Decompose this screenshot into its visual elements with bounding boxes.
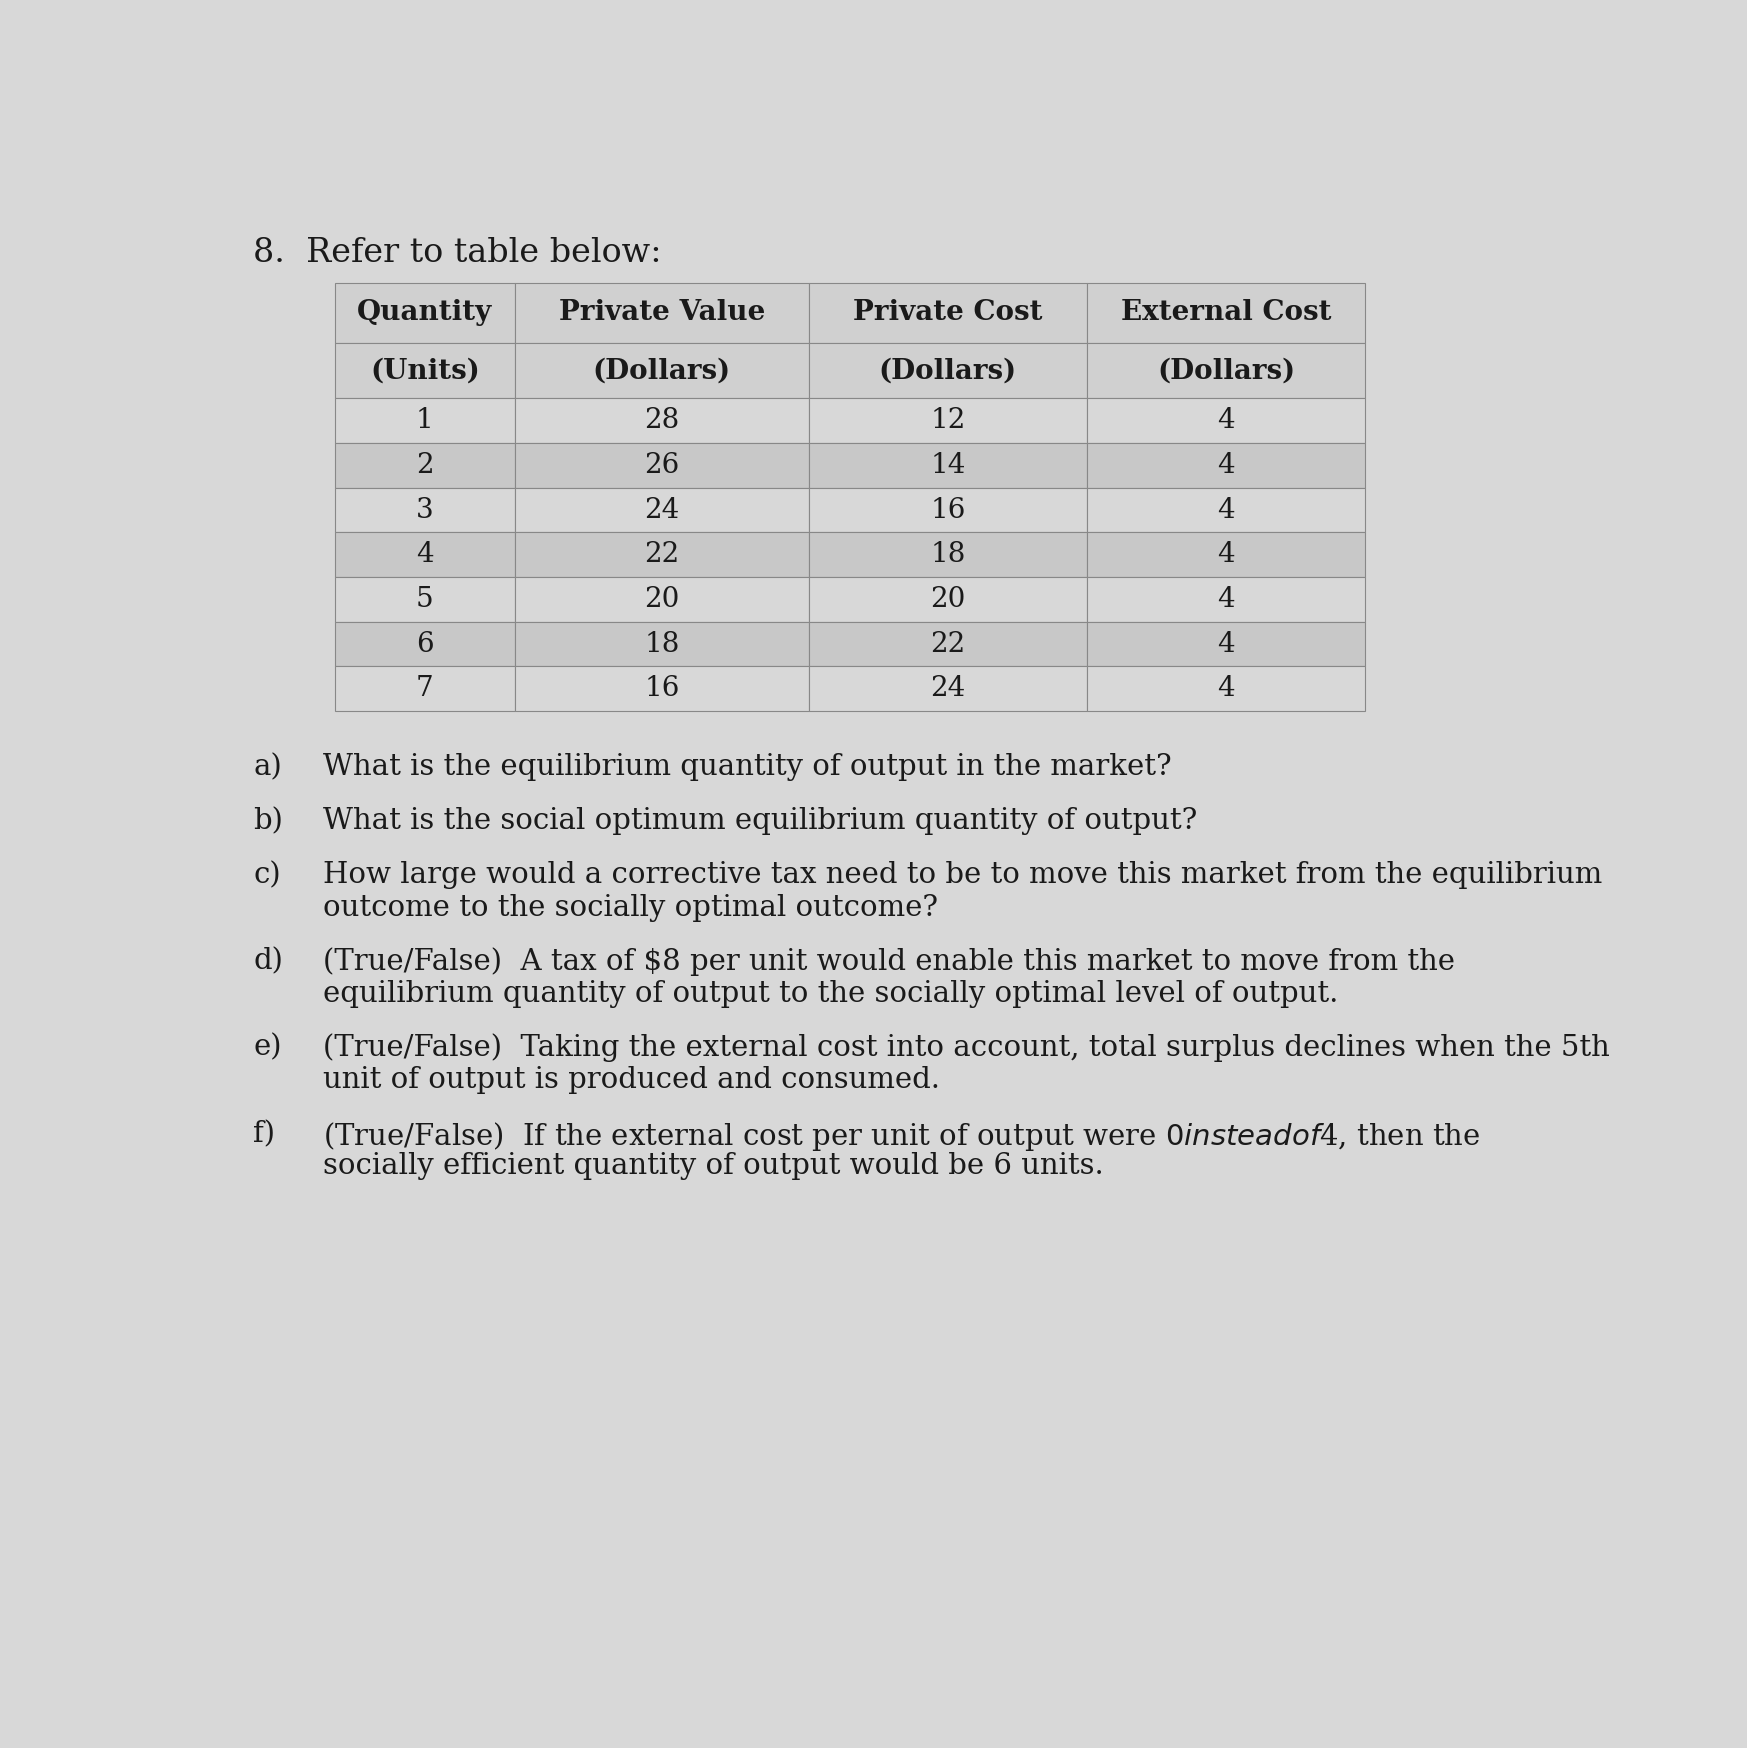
- Bar: [515, 577, 809, 622]
- Text: 14: 14: [929, 453, 966, 479]
- Bar: [1087, 622, 1366, 666]
- Text: Private Cost: Private Cost: [853, 299, 1043, 327]
- Bar: [335, 622, 515, 666]
- Text: a): a): [253, 753, 281, 781]
- Bar: [515, 666, 809, 711]
- Bar: [809, 577, 1087, 622]
- Bar: [809, 622, 1087, 666]
- Text: (True/False)  If the external cost per unit of output were $0 instead of $4, the: (True/False) If the external cost per un…: [323, 1120, 1480, 1154]
- Text: (True/False)  Taking the external cost into account, total surplus declines when: (True/False) Taking the external cost in…: [323, 1033, 1609, 1063]
- Bar: [335, 343, 515, 399]
- Text: (Dollars): (Dollars): [592, 357, 730, 385]
- Text: socially efficient quantity of output would be 6 units.: socially efficient quantity of output wo…: [323, 1152, 1104, 1180]
- Text: b): b): [253, 808, 283, 836]
- Bar: [335, 442, 515, 488]
- Bar: [335, 666, 515, 711]
- Bar: [809, 442, 1087, 488]
- Text: 24: 24: [931, 675, 966, 703]
- Text: 18: 18: [645, 631, 680, 657]
- Bar: [1087, 442, 1366, 488]
- Text: 18: 18: [929, 542, 966, 568]
- Text: 4: 4: [1218, 631, 1235, 657]
- Text: 16: 16: [645, 675, 680, 703]
- Text: 20: 20: [645, 586, 680, 614]
- Text: 4: 4: [1218, 586, 1235, 614]
- Text: 6: 6: [416, 631, 433, 657]
- Bar: [335, 488, 515, 533]
- Bar: [515, 399, 809, 442]
- Text: 22: 22: [931, 631, 966, 657]
- Text: 1: 1: [416, 407, 433, 434]
- Bar: [335, 577, 515, 622]
- Bar: [335, 533, 515, 577]
- Text: (Dollars): (Dollars): [879, 357, 1017, 385]
- Text: Private Value: Private Value: [559, 299, 765, 327]
- Bar: [515, 622, 809, 666]
- Bar: [809, 488, 1087, 533]
- Text: 4: 4: [1218, 542, 1235, 568]
- Bar: [1087, 533, 1366, 577]
- Bar: [1087, 399, 1366, 442]
- Bar: [1087, 577, 1366, 622]
- Bar: [1087, 488, 1366, 533]
- Bar: [335, 399, 515, 442]
- Bar: [1087, 283, 1366, 343]
- Text: 2: 2: [416, 453, 433, 479]
- Bar: [809, 399, 1087, 442]
- Text: What is the equilibrium quantity of output in the market?: What is the equilibrium quantity of outp…: [323, 753, 1172, 781]
- Text: 3: 3: [416, 496, 433, 524]
- Text: d): d): [253, 947, 283, 975]
- Text: outcome to the socially optimal outcome?: outcome to the socially optimal outcome?: [323, 893, 938, 921]
- Text: 8.  Refer to table below:: 8. Refer to table below:: [253, 236, 662, 269]
- Text: 5: 5: [416, 586, 433, 614]
- Text: 26: 26: [645, 453, 680, 479]
- Text: 22: 22: [645, 542, 680, 568]
- Text: Quantity: Quantity: [356, 299, 493, 327]
- Text: c): c): [253, 862, 281, 890]
- Text: (Units): (Units): [370, 357, 480, 385]
- Text: equilibrium quantity of output to the socially optimal level of output.: equilibrium quantity of output to the so…: [323, 981, 1338, 1009]
- Text: 24: 24: [645, 496, 680, 524]
- Text: 4: 4: [1218, 496, 1235, 524]
- Bar: [515, 283, 809, 343]
- Text: 4: 4: [1218, 453, 1235, 479]
- Text: f): f): [253, 1120, 276, 1148]
- Text: 4: 4: [1218, 407, 1235, 434]
- Bar: [809, 666, 1087, 711]
- Text: 4: 4: [1218, 675, 1235, 703]
- Text: e): e): [253, 1033, 281, 1061]
- Text: unit of output is produced and consumed.: unit of output is produced and consumed.: [323, 1066, 940, 1094]
- Bar: [809, 283, 1087, 343]
- Text: 16: 16: [929, 496, 966, 524]
- Text: External Cost: External Cost: [1122, 299, 1331, 327]
- Bar: [515, 343, 809, 399]
- Bar: [515, 442, 809, 488]
- Bar: [809, 343, 1087, 399]
- Bar: [1087, 666, 1366, 711]
- Text: (Dollars): (Dollars): [1157, 357, 1295, 385]
- Text: What is the social optimum equilibrium quantity of output?: What is the social optimum equilibrium q…: [323, 808, 1197, 836]
- Text: 28: 28: [645, 407, 680, 434]
- Text: 12: 12: [929, 407, 966, 434]
- Bar: [1087, 343, 1366, 399]
- Bar: [515, 533, 809, 577]
- Bar: [515, 488, 809, 533]
- Text: 7: 7: [416, 675, 433, 703]
- Bar: [335, 283, 515, 343]
- Text: 20: 20: [929, 586, 966, 614]
- Bar: [809, 533, 1087, 577]
- Text: How large would a corrective tax need to be to move this market from the equilib: How large would a corrective tax need to…: [323, 862, 1602, 890]
- Text: 4: 4: [416, 542, 433, 568]
- Text: (True/False)  A tax of $8 per unit would enable this market to move from the: (True/False) A tax of $8 per unit would …: [323, 947, 1455, 975]
